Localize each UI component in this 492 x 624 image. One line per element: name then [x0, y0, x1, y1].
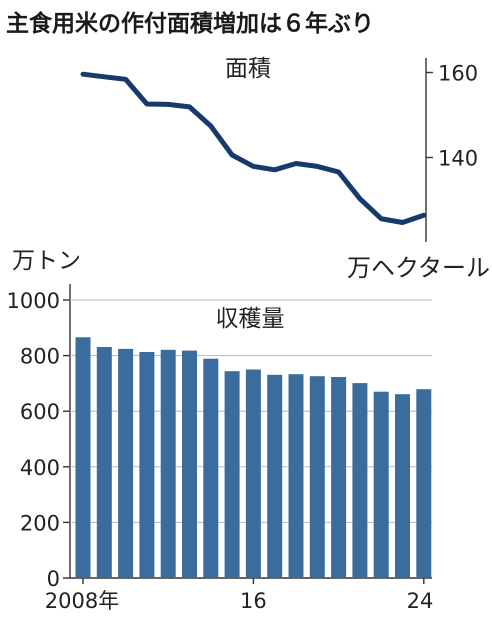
harvest-bar: [182, 350, 197, 578]
harvest-bar: [373, 391, 389, 578]
harvest-bar: [139, 352, 155, 578]
harvest-unit-label: 万トン: [12, 248, 81, 274]
harvest-bar-panel: 万トン 収穫量 0 200 400 600 800 1000 2008年 16 24: [7, 248, 434, 613]
harvest-y-tick-label: 600: [20, 400, 60, 424]
harvest-y-tick-label: 200: [20, 511, 60, 535]
harvest-x-tick-label: 24: [407, 589, 434, 613]
harvest-bar: [96, 347, 112, 578]
harvest-bar: [352, 383, 368, 578]
chart-title: 主食用米の作付面積増加は６年ぶり: [6, 11, 374, 37]
area-chart-title: 面積: [225, 56, 271, 82]
harvest-bar: [245, 369, 261, 578]
area-unit-label: 万ヘクタール: [347, 254, 490, 282]
area-line-series: [80, 71, 427, 225]
harvest-y-tick-label: 0: [47, 567, 60, 591]
harvest-y-tick-label: 400: [20, 456, 60, 480]
harvest-bar: [203, 358, 219, 578]
harvest-bar: [331, 377, 347, 578]
harvest-bar: [118, 348, 134, 578]
area-y-tick-label: 140: [438, 147, 478, 171]
harvest-chart-title: 収穫量: [216, 306, 285, 332]
harvest-x-tick-label: 16: [240, 589, 267, 613]
harvest-bar: [160, 349, 176, 578]
harvest-bar: [395, 394, 410, 578]
harvest-bar: [75, 337, 91, 578]
area-y-tick-label: 160: [438, 62, 478, 86]
harvest-bar: [224, 371, 240, 578]
area-line-panel: 面積 万ヘクタール 160 140: [80, 56, 490, 282]
harvest-y-tick-label: 1000: [7, 289, 60, 313]
harvest-y-tick-label: 800: [20, 345, 60, 369]
harvest-bar: [416, 389, 432, 578]
harvest-bar: [267, 374, 283, 578]
harvest-bar: [288, 374, 304, 578]
harvest-bar: [309, 376, 325, 578]
harvest-x-tick-label: 2008年: [45, 589, 119, 613]
